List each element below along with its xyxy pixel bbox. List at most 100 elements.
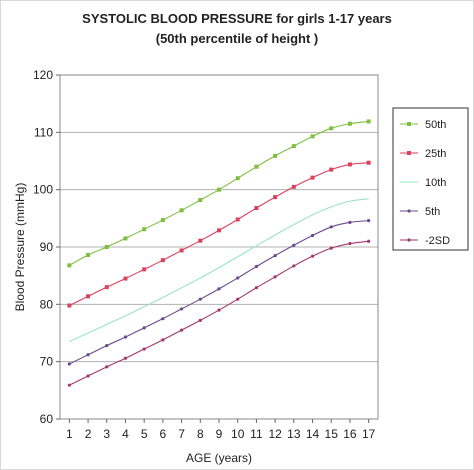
data-point-5th (105, 344, 109, 348)
data-point-50th (291, 144, 296, 149)
legend: 50th 25th 10th 5th -2SD (400, 119, 450, 247)
series-10th (69, 198, 369, 343)
data-point-5th (161, 317, 165, 321)
x-tick-label: 7 (178, 427, 185, 441)
legend-label-50th: 50th (425, 119, 446, 131)
data-point-50th (160, 218, 165, 223)
x-tick-label: 12 (268, 427, 282, 441)
x-tick-label: 6 (160, 427, 167, 441)
data-point-50th (67, 263, 72, 268)
x-tick-label: 2 (85, 427, 92, 441)
legend-label-5th: 5th (425, 206, 440, 218)
data-point-25th (104, 285, 109, 290)
data-point-25th (291, 184, 296, 189)
data-point-50th (123, 236, 128, 241)
data-point-5th (254, 264, 259, 269)
y-tick-label: 60 (40, 412, 54, 426)
legend-marker-5th (407, 209, 411, 213)
data-point-5th (236, 276, 240, 280)
data-point-2sd (254, 286, 259, 290)
data-point-25th (366, 160, 371, 165)
data-point-5th (367, 219, 371, 223)
legend-box (392, 107, 469, 251)
y-tick-label: 110 (34, 125, 53, 139)
data-point-25th (254, 206, 259, 211)
x-tick-label: 10 (231, 427, 245, 441)
chart-subtitle: (50th percentile of height ) (156, 31, 319, 46)
y-tick-label: 90 (40, 240, 54, 254)
data-point-25th (310, 175, 315, 180)
data-point-2sd (329, 246, 333, 250)
chart-title: SYSTOLIC BLOOD PRESSURE for girls 1-17 y… (82, 11, 392, 26)
data-point-5th (67, 362, 71, 366)
data-point-5th (86, 353, 90, 357)
data-point-25th (123, 276, 128, 281)
legend-item-50th: 50th (400, 119, 446, 131)
data-point-2sd (142, 347, 146, 351)
data-point-2sd (161, 338, 165, 342)
series-25th (67, 160, 371, 308)
data-point-50th (217, 187, 221, 192)
legend-item-10th: 10th (400, 177, 446, 189)
legend-label-10th: 10th (425, 177, 446, 189)
data-point-2sd (123, 356, 128, 360)
data-point-5th (329, 225, 333, 229)
x-tick-label: 17 (362, 427, 376, 441)
data-point-5th (179, 307, 184, 311)
y-tick-label: 80 (40, 297, 54, 311)
data-point-25th (329, 167, 334, 172)
x-tick-label: 1 (66, 427, 73, 441)
data-point-2sd (86, 374, 90, 378)
y-axis-ticks: 60 70 80 90 100 110 120 (33, 68, 60, 426)
data-point-5th (292, 243, 296, 247)
data-point-50th (104, 245, 109, 249)
x-tick-label: 11 (250, 427, 263, 441)
data-point-5th (142, 326, 146, 330)
legend-marker-50th (407, 122, 411, 126)
y-tick-label: 70 (40, 355, 54, 369)
x-tick-label: 8 (197, 427, 204, 441)
data-point-25th (198, 238, 203, 243)
legend-item-2sd: -2SD (400, 235, 450, 247)
gridlines (60, 131, 378, 363)
x-tick-label: 15 (325, 427, 339, 441)
data-point-2sd (292, 264, 296, 268)
data-point-25th (235, 217, 240, 222)
series-layer (67, 119, 371, 387)
data-point-50th (273, 153, 278, 158)
x-tick-label: 13 (287, 427, 301, 441)
data-point-50th (310, 134, 315, 139)
series-50th (67, 119, 371, 268)
x-tick-label: 9 (216, 427, 223, 441)
series-2sd (67, 239, 371, 387)
data-point-2sd (236, 297, 240, 301)
x-tick-label: 4 (122, 427, 129, 441)
data-point-5th (310, 233, 315, 238)
data-point-25th (347, 162, 352, 167)
legend-item-25th: 25th (400, 148, 446, 160)
legend-label-2sd: -2SD (425, 235, 450, 247)
x-tick-label: 14 (306, 427, 320, 441)
data-point-5th (123, 335, 128, 339)
legend-label-25th: 25th (425, 148, 446, 160)
data-point-25th (86, 294, 91, 299)
data-point-50th (198, 197, 203, 202)
data-point-2sd (310, 254, 315, 258)
data-point-50th (235, 176, 240, 181)
data-point-2sd (348, 241, 352, 246)
legend-marker-25th (407, 151, 411, 155)
data-point-25th (160, 258, 165, 263)
x-axis-label: AGE (years) (186, 451, 252, 465)
data-point-50th (86, 253, 91, 258)
data-point-50th (179, 208, 184, 213)
data-point-2sd (198, 318, 202, 322)
y-tick-label: 120 (33, 68, 53, 82)
x-tick-label: 16 (343, 427, 357, 441)
data-point-5th (348, 220, 352, 224)
y-axis-label: Blood Pressure (mmHg) (13, 183, 27, 312)
data-point-25th (217, 228, 221, 233)
data-point-5th (198, 297, 202, 301)
x-tick-label: 3 (103, 427, 110, 441)
x-tick-label: 5 (141, 427, 148, 441)
